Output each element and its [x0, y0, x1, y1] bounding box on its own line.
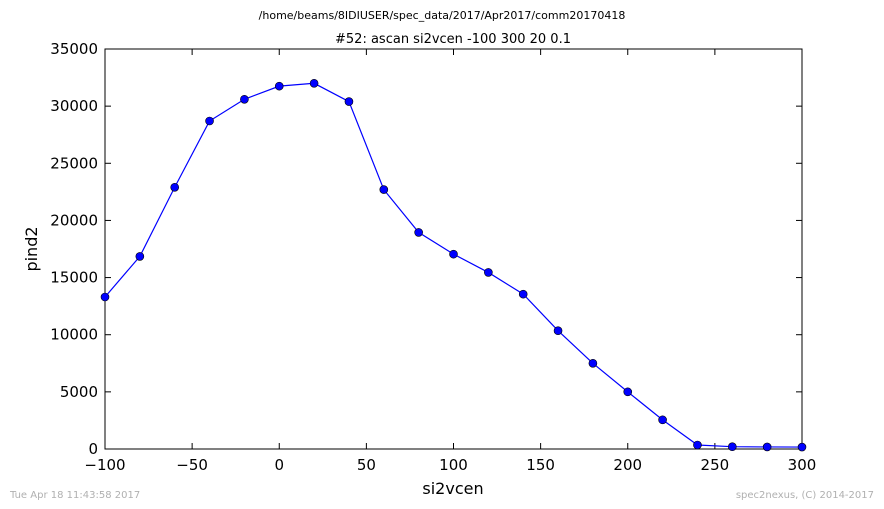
x-tick-label: 300: [788, 456, 817, 474]
x-tick-label: 50: [357, 456, 376, 474]
chart-title: #52: ascan si2vcen -100 300 20 0.1: [335, 32, 571, 47]
y-tick-label: 20000: [50, 211, 98, 229]
data-point: [797, 442, 807, 452]
data-points: [100, 78, 807, 452]
x-tick-label: 250: [701, 456, 730, 474]
data-point: [344, 97, 354, 106]
y-axis: 0 5000 10000 15000 20000 25000 30000 35000: [50, 40, 802, 458]
data-point: [623, 387, 633, 397]
y-tick-label: 5000: [60, 383, 98, 401]
data-point: [379, 185, 389, 194]
y-tick-label: 35000: [50, 40, 98, 58]
data-point: [100, 292, 110, 302]
data-point: [693, 440, 702, 450]
data-point: [658, 415, 667, 425]
x-tick-label: 0: [274, 456, 284, 474]
data-point: [727, 442, 737, 452]
data-point: [309, 78, 319, 88]
series-line: [104, 82, 803, 448]
y-tick-label: 0: [88, 440, 98, 458]
chart-suptitle: /home/beams/8IDIUSER/spec_data/2017/Apr2…: [259, 9, 626, 22]
footer-timestamp: Tue Apr 18 11:43:58 2017: [9, 490, 140, 501]
x-tick-label: 150: [526, 456, 555, 474]
data-point: [449, 249, 458, 259]
data-point: [414, 228, 423, 237]
x-tick-label: 200: [613, 456, 642, 474]
y-tick-label: 30000: [50, 97, 98, 115]
x-axis-label: si2vcen: [422, 479, 483, 498]
x-tick-label: 100: [439, 456, 468, 474]
data-point: [588, 358, 598, 368]
data-point: [135, 252, 145, 261]
data-point: [484, 268, 493, 277]
plot-frame: [104, 48, 803, 450]
data-point: [762, 442, 772, 452]
y-axis-label: pind2: [22, 226, 41, 271]
x-axis: −100 −50 0 50 100 150 200 250 300: [84, 49, 816, 474]
data-point: [205, 116, 214, 126]
x-tick-label: −100: [84, 456, 125, 474]
footer-credit: spec2nexus, (C) 2014-2017: [736, 490, 874, 501]
data-point: [518, 289, 528, 299]
data-point: [170, 182, 179, 192]
data-point: [553, 326, 563, 336]
y-tick-label: 25000: [50, 154, 98, 172]
data-point: [240, 94, 249, 104]
y-tick-label: 15000: [50, 269, 98, 287]
data-point: [274, 81, 284, 91]
x-tick-label: −50: [176, 456, 208, 474]
y-tick-label: 10000: [50, 326, 98, 344]
